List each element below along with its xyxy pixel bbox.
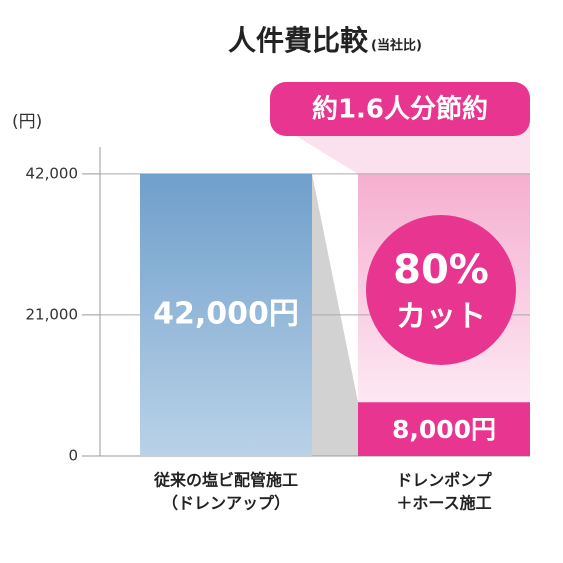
x-tick-label: 従来の塩ビ配管施工 xyxy=(153,471,298,490)
x-tick-label: ドレンポンプ xyxy=(396,471,493,490)
chart-title: 人件費比較 xyxy=(228,24,369,57)
badge xyxy=(366,215,516,365)
chart-subtitle: (当社比) xyxy=(371,38,422,54)
bar xyxy=(140,173,312,456)
callout-box xyxy=(270,82,530,136)
bar xyxy=(358,402,530,456)
y-tick-label: 42,000 xyxy=(26,164,79,182)
value-label: 8,000円 xyxy=(392,415,496,444)
badge-percent: 80% xyxy=(393,247,489,293)
badge-text: カット xyxy=(396,300,486,335)
y-axis-label: (円) xyxy=(12,112,42,132)
x-tick-label: ＋ホース施工 xyxy=(396,494,491,513)
y-tick-label: 21,000 xyxy=(26,305,79,323)
x-tick-label: （ドレンアップ） xyxy=(162,494,290,513)
callout-text: 約1.6人分節約 xyxy=(312,94,488,125)
value-label: 42,000円 xyxy=(153,296,299,331)
y-tick-label: 0 xyxy=(68,447,78,465)
